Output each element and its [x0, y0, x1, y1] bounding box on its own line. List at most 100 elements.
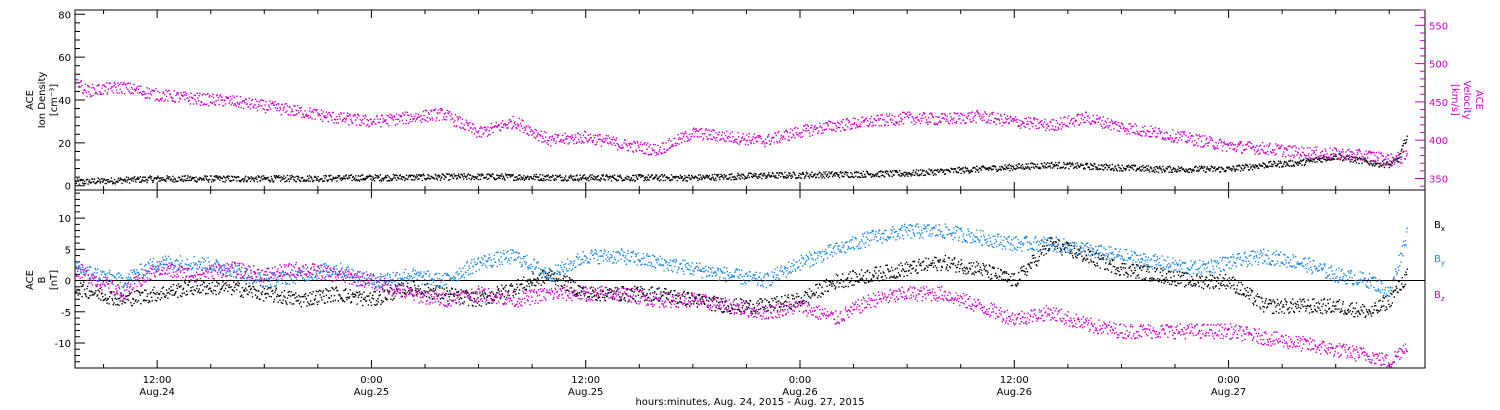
data-point	[942, 117, 945, 119]
data-point	[1068, 163, 1071, 165]
data-point	[910, 113, 912, 115]
data-point	[309, 107, 311, 109]
data-point	[663, 148, 665, 150]
data-point	[356, 303, 358, 305]
data-point	[931, 115, 933, 117]
data-point	[1303, 158, 1305, 160]
data-point	[835, 130, 837, 132]
data-point	[702, 175, 704, 177]
data-point	[226, 284, 228, 286]
data-point	[159, 298, 161, 301]
data-point	[580, 179, 583, 181]
data-point	[864, 175, 866, 177]
data-point	[532, 177, 534, 180]
data-point	[603, 140, 606, 143]
data-point	[94, 93, 96, 95]
data-point	[486, 128, 488, 130]
data-point	[1167, 137, 1169, 139]
data-point	[1031, 122, 1033, 125]
data-point	[128, 90, 130, 92]
data-point	[230, 180, 232, 182]
data-point	[633, 140, 635, 143]
data-point	[553, 140, 555, 142]
data-point	[1204, 135, 1206, 137]
data-point	[1170, 141, 1173, 143]
data-point	[1093, 165, 1095, 167]
data-point	[353, 296, 356, 298]
data-point	[1373, 154, 1376, 157]
data-point	[86, 95, 88, 98]
data-point	[369, 292, 371, 294]
data-point	[155, 300, 158, 302]
data-point	[373, 177, 375, 179]
data-point	[748, 172, 750, 175]
data-point	[677, 134, 679, 136]
data-point	[701, 177, 703, 180]
data-point	[84, 292, 86, 295]
data-point	[179, 286, 181, 288]
data-point	[303, 294, 306, 296]
data-point	[766, 142, 768, 145]
data-point	[316, 301, 318, 303]
data-point	[298, 112, 300, 114]
data-point	[271, 102, 273, 105]
data-point	[620, 147, 623, 150]
data-point	[1216, 147, 1218, 149]
data-point	[553, 179, 556, 182]
data-point	[966, 170, 968, 172]
data-point	[343, 117, 346, 119]
data-point	[226, 97, 229, 100]
data-point	[733, 175, 735, 178]
data-point	[132, 180, 135, 182]
data-point	[278, 295, 281, 297]
data-point	[1335, 153, 1337, 156]
data-point	[1149, 171, 1151, 173]
data-point	[150, 177, 152, 180]
data-point	[659, 180, 661, 182]
data-point	[370, 304, 373, 307]
data-point	[442, 116, 445, 118]
data-point	[776, 140, 778, 143]
data-point	[173, 294, 175, 296]
data-point	[977, 112, 979, 114]
data-point	[795, 126, 797, 129]
data-point	[270, 296, 272, 298]
data-point	[411, 120, 413, 123]
data-point	[679, 177, 681, 180]
data-point	[972, 119, 975, 122]
data-point	[637, 142, 639, 144]
data-point	[555, 142, 557, 145]
data-point	[794, 174, 796, 176]
data-point	[1234, 147, 1236, 150]
data-point	[1149, 136, 1151, 138]
data-point	[506, 174, 508, 176]
data-point	[1269, 142, 1271, 145]
data-point	[97, 177, 99, 179]
data-point	[1035, 127, 1037, 130]
data-point	[1249, 141, 1251, 143]
data-point	[924, 116, 927, 118]
data-point	[451, 175, 453, 177]
data-point	[1103, 123, 1105, 125]
data-point	[1072, 164, 1074, 166]
data-point	[801, 173, 803, 176]
data-point	[317, 291, 319, 293]
data-point	[1266, 166, 1268, 169]
data-point	[999, 122, 1001, 124]
data-point	[1159, 132, 1161, 135]
data-point	[873, 118, 876, 120]
data-point	[897, 121, 899, 124]
data-point	[715, 179, 717, 181]
data-point	[546, 175, 549, 177]
data-point	[967, 115, 970, 117]
data-point	[1105, 122, 1108, 124]
data-point	[943, 169, 945, 171]
data-point	[400, 115, 403, 118]
data-point	[517, 179, 519, 181]
data-point	[391, 118, 393, 120]
data-point	[1208, 168, 1210, 170]
data-point	[1114, 166, 1116, 168]
data-point	[300, 306, 302, 308]
data-point	[149, 176, 151, 178]
data-point	[332, 178, 334, 180]
